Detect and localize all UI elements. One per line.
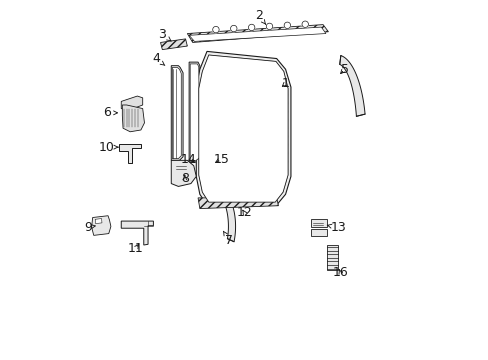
Text: 5: 5	[340, 63, 348, 76]
Polygon shape	[200, 163, 212, 167]
Polygon shape	[172, 67, 181, 158]
Polygon shape	[310, 219, 326, 227]
Text: 2: 2	[254, 9, 265, 24]
Circle shape	[248, 24, 254, 31]
Text: 8: 8	[181, 172, 188, 185]
Polygon shape	[189, 62, 201, 162]
Polygon shape	[187, 24, 328, 42]
Polygon shape	[119, 144, 141, 163]
Text: 13: 13	[326, 221, 345, 234]
Circle shape	[266, 23, 272, 30]
Polygon shape	[95, 219, 102, 224]
Polygon shape	[221, 192, 235, 242]
Polygon shape	[189, 27, 325, 41]
Polygon shape	[310, 229, 326, 237]
Polygon shape	[190, 64, 199, 161]
Polygon shape	[171, 66, 183, 160]
Text: 11: 11	[127, 242, 143, 255]
Text: 6: 6	[103, 106, 117, 120]
Polygon shape	[160, 39, 187, 50]
Polygon shape	[121, 96, 142, 111]
Text: 9: 9	[84, 221, 95, 234]
Circle shape	[212, 26, 219, 33]
Text: 4: 4	[152, 52, 164, 66]
Polygon shape	[121, 221, 153, 245]
Text: 1: 1	[281, 77, 289, 90]
Polygon shape	[171, 160, 196, 186]
Text: 3: 3	[158, 28, 171, 41]
Polygon shape	[198, 198, 278, 208]
Polygon shape	[198, 55, 287, 202]
Text: 12: 12	[236, 206, 252, 219]
Polygon shape	[326, 245, 337, 270]
Polygon shape	[198, 55, 287, 202]
Circle shape	[284, 22, 290, 28]
Polygon shape	[122, 105, 144, 132]
Text: 14: 14	[180, 153, 196, 166]
Text: 7: 7	[223, 231, 233, 247]
Circle shape	[302, 21, 308, 27]
Polygon shape	[91, 216, 111, 235]
Circle shape	[230, 25, 237, 32]
Polygon shape	[196, 51, 290, 205]
Polygon shape	[339, 55, 365, 116]
Text: 15: 15	[213, 153, 229, 166]
Text: 10: 10	[99, 141, 118, 154]
Text: 16: 16	[332, 266, 347, 279]
